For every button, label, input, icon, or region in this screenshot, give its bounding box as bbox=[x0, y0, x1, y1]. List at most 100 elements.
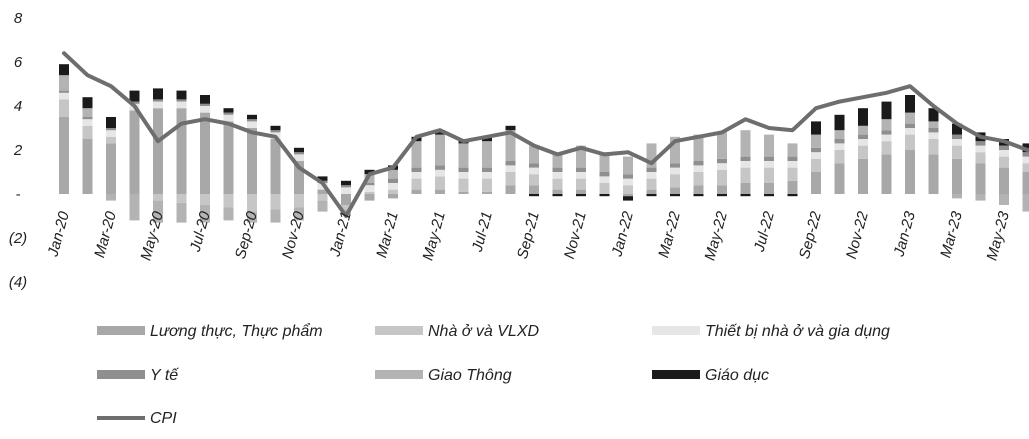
x-tick-label: Sep-22 bbox=[796, 209, 825, 261]
bar-thiet-bi-nha-o-va-gia-dung bbox=[59, 93, 69, 100]
bar-giao-thong bbox=[59, 75, 69, 90]
cpi-point bbox=[368, 173, 370, 175]
bar-thiet-bi-nha-o-va-gia-dung bbox=[83, 119, 93, 126]
x-tick-label: May-21 bbox=[419, 210, 448, 263]
bar-nha-o-va-vlxd bbox=[1023, 163, 1029, 172]
bar-nha-o-va-vlxd bbox=[83, 126, 93, 139]
cpi-point bbox=[157, 140, 159, 142]
bar-luong-thuc-thuc-pham bbox=[694, 185, 704, 194]
bar-luong-thuc-thuc-pham bbox=[271, 139, 281, 194]
bar-thiet-bi-nha-o-va-gia-dung bbox=[764, 161, 774, 168]
cpi-point bbox=[86, 74, 88, 76]
x-tick-label: Jan-22 bbox=[608, 209, 637, 259]
bar-luong-thuc-thuc-pham bbox=[976, 163, 986, 194]
bar-giao-duc bbox=[788, 194, 798, 196]
cpi-point bbox=[556, 153, 558, 155]
bar-nha-o-va-vlxd bbox=[858, 146, 868, 159]
bar-giao-duc bbox=[59, 64, 69, 75]
legend-label: Giáo dục bbox=[705, 367, 769, 384]
bar-giao-thong bbox=[1023, 194, 1029, 212]
bar-nha-o-va-vlxd bbox=[882, 141, 892, 154]
bar-nha-o-va-vlxd bbox=[905, 135, 915, 150]
bar-y-te bbox=[459, 168, 469, 172]
bar-y-te bbox=[106, 128, 116, 130]
bar-thiet-bi-nha-o-va-gia-dung bbox=[647, 172, 657, 179]
bar-thiet-bi-nha-o-va-gia-dung bbox=[741, 161, 751, 168]
bar-luong-thuc-thuc-pham bbox=[247, 128, 257, 194]
bar-luong-thuc-thuc-pham bbox=[858, 159, 868, 194]
x-tick-label: Jul-20 bbox=[187, 209, 214, 254]
cpi-point bbox=[204, 118, 206, 120]
bar-y-te bbox=[670, 163, 680, 167]
bar-nha-o-va-vlxd bbox=[177, 194, 187, 203]
cpi-point bbox=[63, 52, 65, 54]
bar-y-te bbox=[271, 130, 281, 132]
x-tick-label: Jan-20 bbox=[44, 209, 73, 259]
bar-luong-thuc-thuc-pham bbox=[365, 194, 375, 201]
bar-giao-duc bbox=[811, 121, 821, 134]
bar-giao-thong bbox=[835, 130, 845, 139]
cpi-point bbox=[110, 85, 112, 87]
bar-thiet-bi-nha-o-va-gia-dung bbox=[576, 172, 586, 179]
bar-giao-duc bbox=[153, 88, 163, 99]
bar-luong-thuc-thuc-pham bbox=[224, 121, 234, 194]
bar-thiet-bi-nha-o-va-gia-dung bbox=[1023, 157, 1029, 164]
bar-thiet-bi-nha-o-va-gia-dung bbox=[435, 170, 445, 177]
bar-giao-duc bbox=[600, 194, 610, 196]
bar-giao-duc bbox=[647, 194, 657, 196]
bar-nha-o-va-vlxd bbox=[835, 150, 845, 163]
bar-luong-thuc-thuc-pham bbox=[529, 185, 539, 194]
bar-luong-thuc-thuc-pham bbox=[647, 190, 657, 194]
bar-y-te bbox=[999, 146, 1009, 150]
bar-luong-thuc-thuc-pham bbox=[553, 190, 563, 194]
cpi-point bbox=[956, 122, 958, 124]
bar-luong-thuc-thuc-pham bbox=[83, 139, 93, 194]
bar-nha-o-va-vlxd bbox=[435, 176, 445, 189]
y-tick-label: 2 bbox=[13, 142, 23, 159]
bar-nha-o-va-vlxd bbox=[999, 157, 1009, 168]
bar-giao-duc bbox=[858, 108, 868, 126]
bar-giao-thong bbox=[811, 135, 821, 148]
bar-y-te bbox=[600, 172, 610, 176]
bar-nha-o-va-vlxd bbox=[365, 192, 375, 194]
cpi-point bbox=[439, 129, 441, 131]
x-tick-label: Mar-23 bbox=[937, 209, 966, 260]
x-tick-label: Jul-21 bbox=[469, 210, 496, 255]
bar-luong-thuc-thuc-pham bbox=[905, 150, 915, 194]
cpi-point bbox=[674, 140, 676, 142]
cpi-point bbox=[509, 131, 511, 133]
bar-nha-o-va-vlxd bbox=[788, 168, 798, 181]
bar-nha-o-va-vlxd bbox=[600, 183, 610, 194]
bar-nha-o-va-vlxd bbox=[459, 179, 469, 192]
bar-giao-thong bbox=[224, 207, 234, 220]
bar-y-te bbox=[482, 168, 492, 172]
bar-nha-o-va-vlxd bbox=[929, 139, 939, 154]
y-tick-label: 8 bbox=[14, 10, 23, 27]
cpi-point bbox=[486, 136, 488, 138]
bar-nha-o-va-vlxd bbox=[294, 194, 304, 207]
cpi-point bbox=[603, 153, 605, 155]
x-tick-label: Nov-21 bbox=[561, 210, 590, 261]
bar-giao-thong bbox=[905, 113, 915, 124]
bar-giao-duc bbox=[247, 115, 257, 119]
bar-nha-o-va-vlxd bbox=[952, 146, 962, 159]
cpi-point bbox=[791, 129, 793, 131]
x-tick-label: Mar-20 bbox=[91, 209, 120, 260]
bar-nha-o-va-vlxd bbox=[482, 179, 492, 192]
bar-giao-duc bbox=[576, 194, 586, 196]
bar-y-te bbox=[811, 148, 821, 152]
bar-thiet-bi-nha-o-va-gia-dung bbox=[882, 135, 892, 142]
bar-thiet-bi-nha-o-va-gia-dung bbox=[858, 139, 868, 146]
bar-y-te bbox=[83, 117, 93, 119]
bar-y-te bbox=[788, 157, 798, 161]
y-tick-label: 4 bbox=[14, 98, 22, 115]
bar-giao-thong bbox=[623, 157, 633, 175]
bar-luong-thuc-thuc-pham bbox=[788, 181, 798, 194]
bar-thiet-bi-nha-o-va-gia-dung bbox=[952, 139, 962, 146]
bar-y-te bbox=[976, 141, 986, 145]
bar-luong-thuc-thuc-pham bbox=[106, 143, 116, 194]
bar-y-te bbox=[694, 161, 704, 165]
bar-giao-duc bbox=[106, 117, 116, 128]
bar-giao-duc bbox=[529, 194, 539, 196]
bar-giao-thong bbox=[788, 143, 798, 156]
